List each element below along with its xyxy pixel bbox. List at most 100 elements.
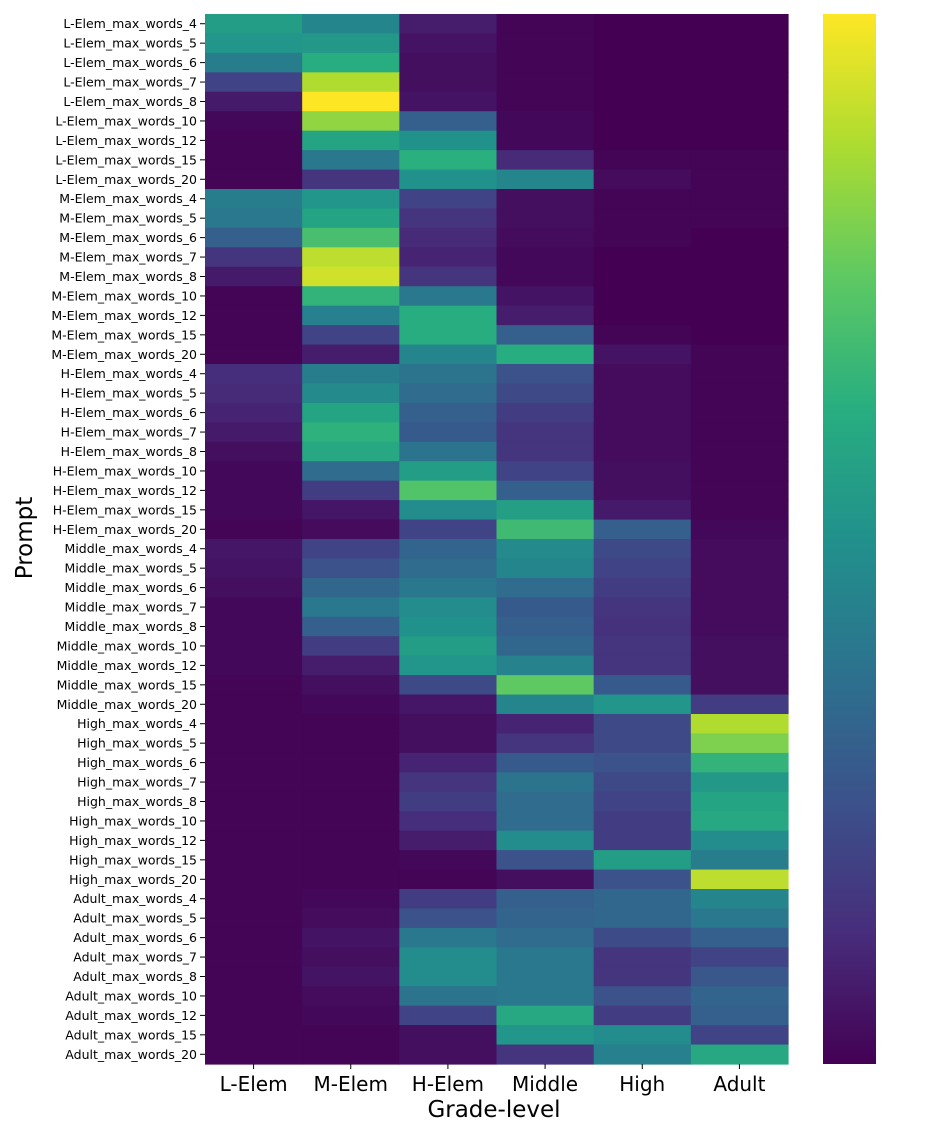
heatmap-cell xyxy=(690,305,789,326)
heatmap-cell xyxy=(302,986,400,1007)
heatmap-cell xyxy=(399,247,498,268)
heatmap-cell xyxy=(496,305,595,326)
heatmap-cell xyxy=(302,52,400,73)
row-tick-label: L-Elem_max_words_10 xyxy=(55,113,197,128)
heatmap-cell xyxy=(205,247,303,268)
heatmap-cell xyxy=(205,966,303,987)
heatmap-cell xyxy=(690,364,789,385)
heatmap-cell xyxy=(593,1025,692,1046)
heatmap-cell xyxy=(302,150,400,171)
row-tick-label: High_max_words_4 xyxy=(77,716,197,731)
heatmap-cell xyxy=(399,889,498,910)
heatmap-cell xyxy=(593,247,692,268)
heatmap-cell xyxy=(302,830,400,851)
heatmap-cell xyxy=(205,364,303,385)
heatmap-cell xyxy=(399,441,498,462)
heatmap-cell xyxy=(496,383,595,404)
heatmap-cell xyxy=(690,422,789,443)
heatmap-cell xyxy=(593,519,692,540)
heatmap-cell xyxy=(205,91,303,112)
row-tick-label: High_max_words_20 xyxy=(69,872,197,887)
heatmap-cell xyxy=(690,325,789,346)
heatmap-cell xyxy=(302,500,400,521)
heatmap-cell xyxy=(302,869,400,890)
heatmap-cell xyxy=(205,908,303,929)
row-tick-label: M-Elem_max_words_5 xyxy=(59,211,197,226)
heatmap-cell xyxy=(690,189,789,210)
x-axis-label: Grade-level xyxy=(427,1097,560,1123)
heatmap-cell xyxy=(205,169,303,190)
heatmap-cell xyxy=(205,325,303,346)
heatmap-cell xyxy=(302,189,400,210)
heatmap-cell xyxy=(690,33,789,54)
heatmap-cell xyxy=(302,791,400,812)
heatmap-cell xyxy=(302,33,400,54)
heatmap-cell xyxy=(399,72,498,93)
heatmap-cell xyxy=(690,830,789,851)
heatmap-cell xyxy=(690,752,789,773)
heatmap-cell xyxy=(690,14,789,35)
row-tick-label: Adult_max_words_20 xyxy=(65,1047,197,1062)
heatmap-cell xyxy=(205,480,303,501)
heatmap-cell xyxy=(690,597,789,618)
heatmap-cell xyxy=(690,519,789,540)
row-tick-label: M-Elem_max_words_15 xyxy=(51,327,197,342)
heatmap-cell xyxy=(302,772,400,793)
heatmap-cell xyxy=(302,344,400,365)
heatmap-cell xyxy=(302,539,400,560)
heatmap-cell xyxy=(399,539,498,560)
heatmap-cell xyxy=(205,208,303,229)
row-tick-label: Middle_max_words_5 xyxy=(65,561,197,576)
heatmap-cell xyxy=(399,189,498,210)
row-tick-label: L-Elem_max_words_7 xyxy=(63,75,197,90)
row-tick-label: Middle_max_words_15 xyxy=(57,677,197,692)
heatmap-cell xyxy=(399,52,498,73)
heatmap-cell xyxy=(496,325,595,346)
heatmap-cell xyxy=(690,772,789,793)
heatmap-cell xyxy=(593,266,692,287)
heatmap-cell xyxy=(302,169,400,190)
row-tick-label: H-Elem_max_words_4 xyxy=(61,366,197,381)
heatmap-cell xyxy=(496,694,595,715)
heatmap-cell xyxy=(593,72,692,93)
heatmap-cell xyxy=(593,791,692,812)
heatmap-cell xyxy=(496,461,595,482)
heatmap-cell xyxy=(496,636,595,657)
heatmap-cell xyxy=(205,402,303,423)
heatmap-cell xyxy=(496,247,595,268)
row-tick-label: H-Elem_max_words_7 xyxy=(61,425,197,440)
heatmap-cell xyxy=(399,772,498,793)
heatmap-cell xyxy=(496,811,595,832)
column-tick-label: L-Elem xyxy=(220,1072,288,1096)
heatmap-cell xyxy=(302,966,400,987)
heatmap-cell xyxy=(205,577,303,598)
heatmap-cell xyxy=(399,616,498,637)
row-tick-label: L-Elem_max_words_20 xyxy=(55,172,197,187)
heatmap-cells xyxy=(205,14,789,1065)
heatmap-cell xyxy=(399,500,498,521)
heatmap-cell xyxy=(496,519,595,540)
row-tick-label: L-Elem_max_words_12 xyxy=(55,133,197,148)
heatmap-cell xyxy=(205,130,303,151)
heatmap-cell xyxy=(302,130,400,151)
row-tick-label: M-Elem_max_words_12 xyxy=(51,308,197,323)
heatmap-cell xyxy=(399,636,498,657)
heatmap-cell xyxy=(205,519,303,540)
heatmap-cell xyxy=(690,461,789,482)
heatmap-cell xyxy=(496,597,595,618)
heatmap-cell xyxy=(399,519,498,540)
heatmap-cell xyxy=(399,111,498,132)
heatmap-cell xyxy=(496,72,595,93)
heatmap-cell xyxy=(690,889,789,910)
heatmap-cell xyxy=(302,714,400,735)
heatmap-cell xyxy=(302,364,400,385)
heatmap-cell xyxy=(593,461,692,482)
heatmap-cell xyxy=(302,227,400,248)
heatmap-cell xyxy=(399,227,498,248)
row-tick-label: Adult_max_words_10 xyxy=(65,988,197,1003)
heatmap-cell xyxy=(496,91,595,112)
heatmap-cell xyxy=(205,694,303,715)
heatmap-cell xyxy=(205,500,303,521)
heatmap-cell xyxy=(496,1025,595,1046)
heatmap-cell xyxy=(302,694,400,715)
